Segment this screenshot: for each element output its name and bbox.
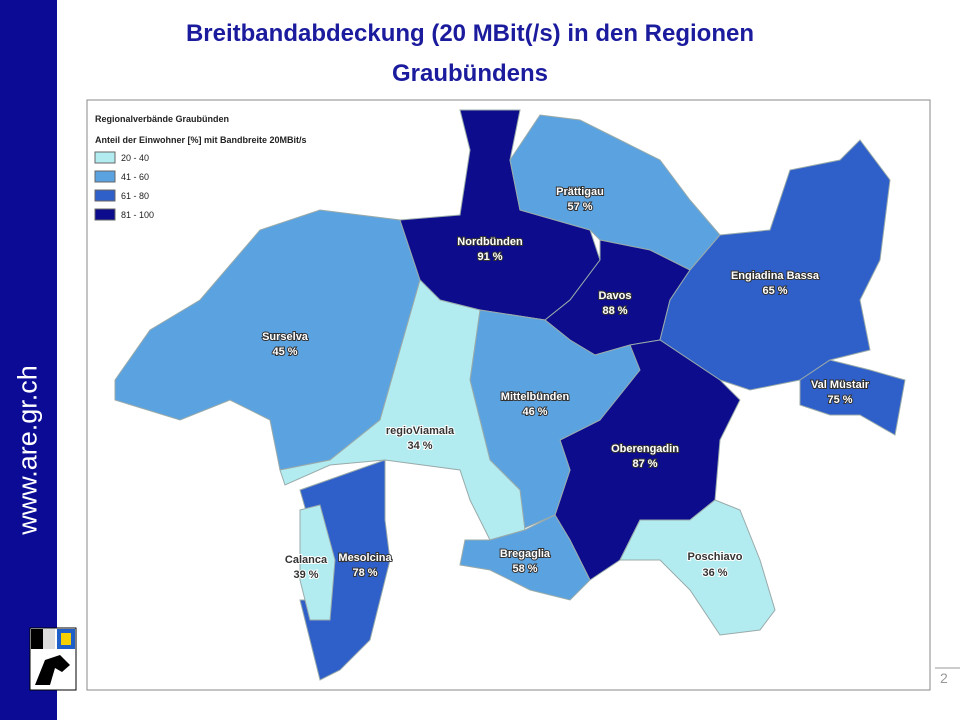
region-value: 34 % [407, 440, 432, 452]
legend-title: Regionalverbände Graubünden [95, 114, 229, 124]
region-name: Val Müstair [811, 379, 870, 391]
legend-swatch [94, 170, 116, 183]
legend-subtitle: Anteil der Einwohner [%] mit Bandbreite … [95, 135, 307, 145]
region-value: 39 % [293, 569, 318, 581]
region-value: 91 % [477, 251, 502, 263]
region-val-muestair [799, 359, 906, 436]
region-name: Prättigau [556, 186, 604, 198]
region-bregaglia [459, 514, 591, 601]
region-value: 87 % [632, 458, 657, 470]
region-name: Davos [598, 290, 631, 302]
region-calanca [299, 504, 336, 621]
legend-label: 20 - 40 [121, 153, 149, 163]
region-value: 46 % [522, 406, 547, 418]
region-name: Nordbünden [457, 236, 523, 248]
legend-label: 81 - 100 [121, 210, 154, 220]
region-name: regioViamala [386, 425, 455, 437]
region-value: 57 % [567, 201, 592, 213]
legend-label: 61 - 80 [121, 191, 149, 201]
region-poschiavo [619, 499, 776, 636]
region-name: Oberengadin [611, 443, 679, 455]
region-name: Mesolcina [338, 552, 392, 564]
region-value: 36 % [702, 567, 727, 579]
legend-swatch [94, 151, 116, 164]
region-name: Bregaglia [500, 548, 551, 560]
region-name: Calanca [285, 554, 328, 566]
region-value: 65 % [762, 285, 787, 297]
legend: Regionalverbände Graubünden Anteil der E… [94, 114, 307, 221]
region-regioviamala [279, 279, 526, 541]
region-name: Surselva [262, 331, 309, 343]
region-name: Engiadina Bassa [731, 270, 820, 282]
region-value: 58 % [512, 563, 537, 575]
region-value: 78 % [352, 567, 377, 579]
page-number: 2 [940, 670, 948, 686]
region-value: 75 % [827, 394, 852, 406]
sidebar: www.are.gr.ch [0, 0, 57, 720]
legend-swatch [94, 208, 116, 221]
region-name: Poschiavo [687, 551, 742, 563]
region-value: 45 % [272, 346, 297, 358]
legend-swatch [94, 189, 116, 202]
coat-of-arms [29, 627, 77, 691]
region-value: 88 % [602, 305, 627, 317]
slide-title: Breitbandabdeckung (20 MBit(/s) in den R… [185, 20, 755, 87]
legend-label: 41 - 60 [121, 172, 149, 182]
region-name: Mittelbünden [501, 391, 570, 403]
